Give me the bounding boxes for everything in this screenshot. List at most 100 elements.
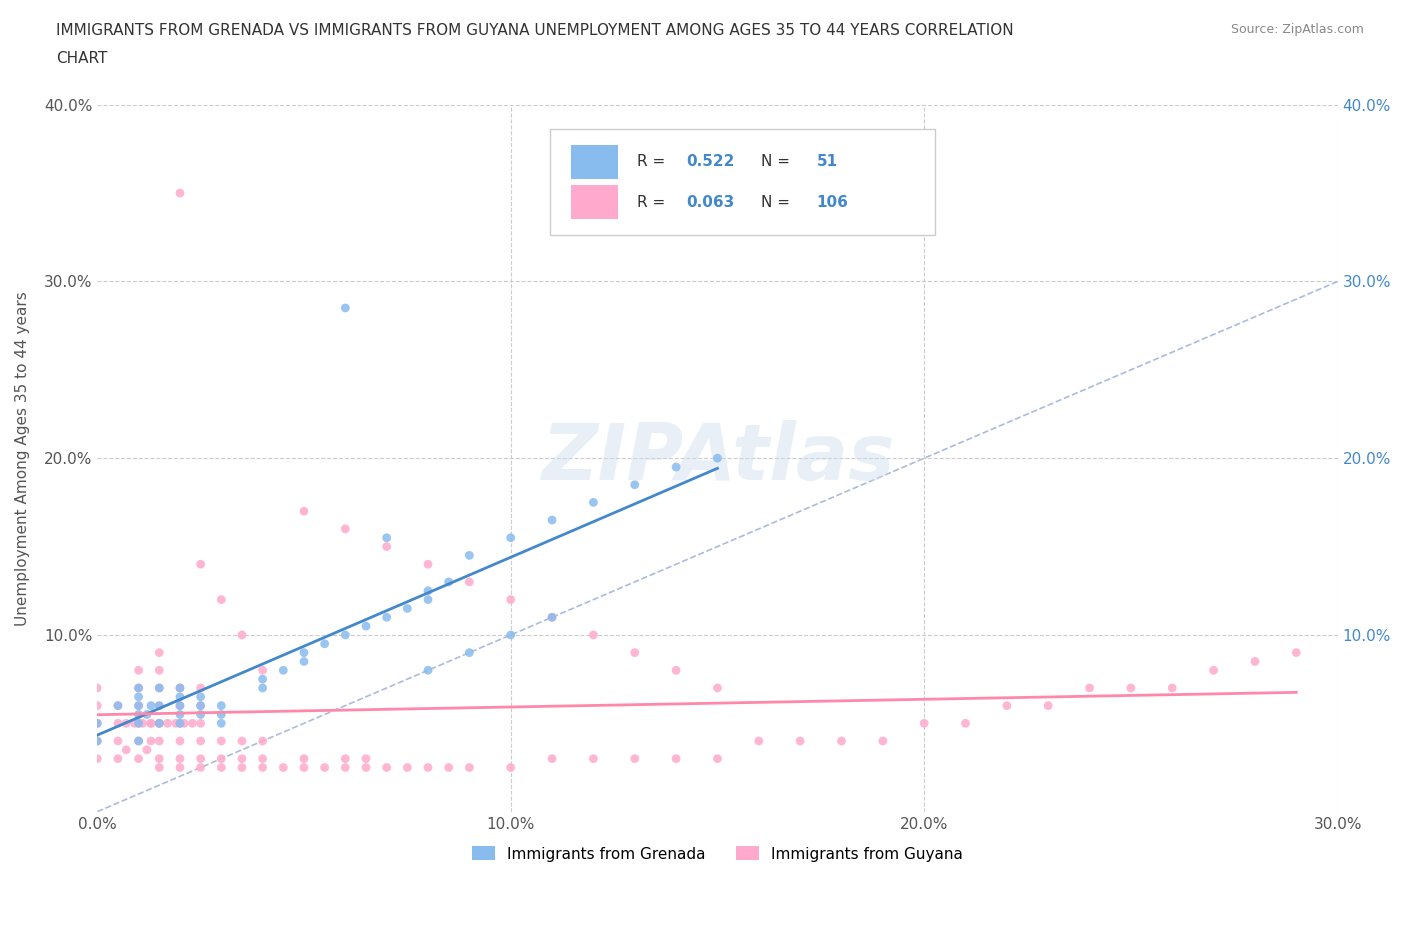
Point [335,300,357,315]
Bar [571,145,619,179]
Text: Source: ZipAtlas.com: Source: ZipAtlas.com [1230,23,1364,36]
Point [209,751,232,766]
Point [1078,681,1101,696]
Point [169,751,191,766]
FancyBboxPatch shape [550,129,935,235]
Point [314,760,336,775]
Point [86,751,108,766]
Point [292,751,315,766]
Point [169,760,191,775]
Point [335,760,357,775]
Point [499,592,522,607]
Point [231,734,253,749]
Text: 51: 51 [817,154,838,169]
Point [335,522,357,537]
Point [128,689,150,704]
Point [190,716,212,731]
Text: IMMIGRANTS FROM GRENADA VS IMMIGRANTS FROM GUYANA UNEMPLOYMENT AMONG AGES 35 TO : IMMIGRANTS FROM GRENADA VS IMMIGRANTS FR… [56,23,1014,38]
Legend: Immigrants from Grenada, Immigrants from Guyana: Immigrants from Grenada, Immigrants from… [465,841,969,868]
Point [396,760,419,775]
Point [375,530,398,545]
Point [209,716,232,731]
Point [416,583,439,598]
Point [124,716,146,731]
Point [148,681,170,696]
Point [416,557,439,572]
Point [132,716,155,731]
Point [135,742,157,757]
Point [665,751,688,766]
Point [1161,681,1184,696]
Point [231,760,253,775]
Point [541,751,564,766]
Point [665,459,688,474]
Point [107,716,129,731]
Point [86,734,108,749]
Point [115,716,138,731]
Point [706,681,728,696]
Point [190,760,212,775]
Point [169,698,191,713]
Point [135,707,157,722]
Point [1285,645,1308,660]
Point [128,751,150,766]
Point [872,734,894,749]
Point [209,760,232,775]
Point [190,689,212,704]
Point [541,610,564,625]
Point [830,734,852,749]
Point [252,671,274,686]
Point [354,751,377,766]
Point [128,681,150,696]
Point [706,751,728,766]
Point [190,698,212,713]
Point [354,618,377,633]
Point [128,734,150,749]
Point [437,760,460,775]
Text: R =: R = [637,194,669,210]
Point [458,645,481,660]
Point [1038,698,1060,713]
Point [139,698,162,713]
Point [107,698,129,713]
Text: N =: N = [761,194,794,210]
Point [541,512,564,527]
Point [582,495,605,510]
Y-axis label: Unemployment Among Ages 35 to 44 years: Unemployment Among Ages 35 to 44 years [15,291,30,626]
Point [665,663,688,678]
Point [252,751,274,766]
Point [354,760,377,775]
Point [169,689,191,704]
Point [148,663,170,678]
Text: 0.522: 0.522 [686,154,735,169]
Point [748,734,770,749]
Point [190,751,212,766]
Point [541,610,564,625]
Point [128,734,150,749]
Point [375,760,398,775]
Point [623,645,645,660]
Point [86,698,108,713]
Point [190,707,212,722]
Point [128,707,150,722]
Point [252,681,274,696]
Point [292,654,315,669]
Point [169,734,191,749]
Point [209,734,232,749]
Point [231,628,253,643]
Point [582,751,605,766]
Point [955,716,977,731]
Point [128,716,150,731]
Point [128,681,150,696]
Point [169,681,191,696]
Point [86,716,108,731]
Text: R =: R = [637,154,669,169]
Point [169,716,191,731]
Point [252,663,274,678]
Point [458,575,481,590]
Point [209,698,232,713]
Point [169,681,191,696]
Point [375,539,398,554]
Point [107,751,129,766]
Point [128,663,150,678]
